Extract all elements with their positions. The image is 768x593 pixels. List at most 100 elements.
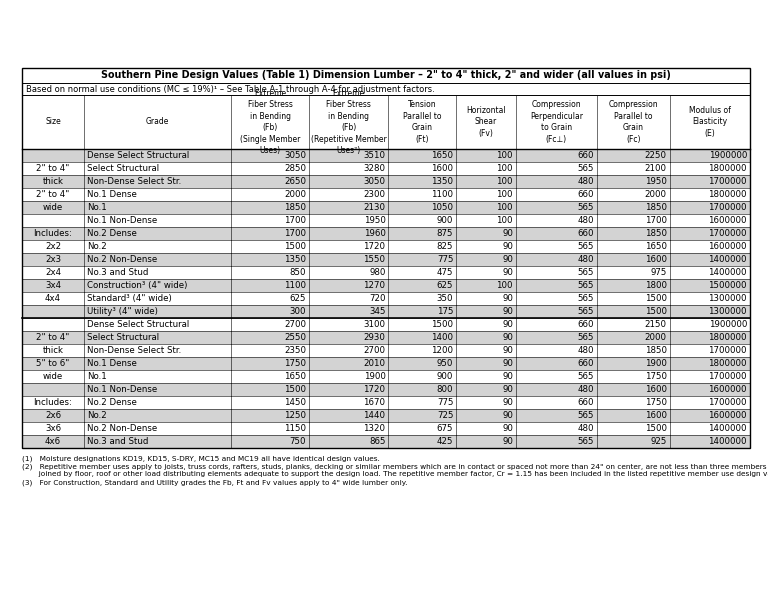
Bar — [22, 253, 750, 266]
Text: 1500: 1500 — [645, 307, 667, 316]
Bar — [22, 227, 750, 240]
Text: 2010: 2010 — [363, 359, 386, 368]
Text: 1300000: 1300000 — [709, 294, 747, 303]
Text: 2850: 2850 — [284, 164, 306, 173]
Text: 480: 480 — [578, 346, 594, 355]
Text: 1100: 1100 — [432, 190, 453, 199]
Text: 2x2: 2x2 — [45, 242, 61, 251]
Text: 480: 480 — [578, 255, 594, 264]
Text: 1600000: 1600000 — [709, 242, 747, 251]
Text: Non-Dense Select Str.: Non-Dense Select Str. — [87, 346, 181, 355]
Text: 4x6: 4x6 — [45, 437, 61, 446]
Text: 675: 675 — [437, 424, 453, 433]
Bar — [22, 292, 750, 305]
Text: 2930: 2930 — [363, 333, 386, 342]
Text: Includes:: Includes: — [34, 229, 72, 238]
Text: 1720: 1720 — [363, 242, 386, 251]
Text: 3050: 3050 — [284, 151, 306, 160]
Text: 3050: 3050 — [363, 177, 386, 186]
Text: 1800: 1800 — [645, 281, 667, 290]
Text: 2x6: 2x6 — [45, 411, 61, 420]
Text: 565: 565 — [578, 372, 594, 381]
Bar — [22, 266, 750, 279]
Text: 2650: 2650 — [284, 177, 306, 186]
Text: (1)   Moisture designations KD19, KD15, S-DRY, MC15 and MC19 all have identical : (1) Moisture designations KD19, KD15, S-… — [22, 455, 380, 461]
Text: 2" to 4": 2" to 4" — [36, 333, 70, 342]
Text: Based on normal use conditions (MC ≤ 19%)¹ – See Table A-1 through A-4 for adjus: Based on normal use conditions (MC ≤ 19%… — [26, 84, 435, 94]
Text: (3)   For Construction, Standard and Utility grades the Fb, Ft and Fv values app: (3) For Construction, Standard and Utili… — [22, 480, 408, 486]
Text: 3510: 3510 — [363, 151, 386, 160]
Text: 1600: 1600 — [645, 385, 667, 394]
Text: 1800000: 1800000 — [709, 333, 747, 342]
Text: wide: wide — [43, 372, 63, 381]
Text: 1650: 1650 — [645, 242, 667, 251]
Text: 300: 300 — [290, 307, 306, 316]
Text: 725: 725 — [437, 411, 453, 420]
Text: 1600: 1600 — [432, 164, 453, 173]
Text: 90: 90 — [502, 255, 513, 264]
Text: 1550: 1550 — [363, 255, 386, 264]
Text: 1750: 1750 — [645, 398, 667, 407]
Text: 90: 90 — [502, 359, 513, 368]
Text: 1600000: 1600000 — [709, 411, 747, 420]
Text: 775: 775 — [437, 255, 453, 264]
Text: No.1 Dense: No.1 Dense — [87, 190, 137, 199]
Text: 900: 900 — [437, 372, 453, 381]
Text: 1800000: 1800000 — [709, 359, 747, 368]
Text: wide: wide — [43, 203, 63, 212]
Text: 475: 475 — [437, 268, 453, 277]
Text: 5" to 6": 5" to 6" — [36, 359, 70, 368]
Text: 1150: 1150 — [284, 424, 306, 433]
Text: 1250: 1250 — [284, 411, 306, 420]
Bar — [22, 305, 750, 318]
Text: 625: 625 — [290, 294, 306, 303]
Text: 1450: 1450 — [284, 398, 306, 407]
Text: 2250: 2250 — [645, 151, 667, 160]
Text: 660: 660 — [578, 190, 594, 199]
Text: 350: 350 — [437, 294, 453, 303]
Text: 480: 480 — [578, 177, 594, 186]
Bar — [22, 68, 750, 83]
Text: 1900: 1900 — [645, 359, 667, 368]
Text: 1700: 1700 — [284, 216, 306, 225]
Text: 2150: 2150 — [645, 320, 667, 329]
Text: No.1: No.1 — [87, 372, 107, 381]
Text: 425: 425 — [437, 437, 453, 446]
Text: 1300000: 1300000 — [709, 307, 747, 316]
Bar — [22, 344, 750, 357]
Text: 90: 90 — [502, 424, 513, 433]
Bar — [22, 68, 750, 448]
Text: 1400000: 1400000 — [709, 255, 747, 264]
Text: No.1 Dense: No.1 Dense — [87, 359, 137, 368]
Bar — [22, 162, 750, 175]
Text: 1900: 1900 — [363, 372, 386, 381]
Text: 1050: 1050 — [432, 203, 453, 212]
Text: 1500: 1500 — [645, 424, 667, 433]
Text: 1600000: 1600000 — [709, 216, 747, 225]
Text: Grade: Grade — [146, 117, 170, 126]
Text: 565: 565 — [578, 242, 594, 251]
Text: 1500: 1500 — [284, 242, 306, 251]
Text: 1700000: 1700000 — [709, 372, 747, 381]
Text: 100: 100 — [496, 151, 513, 160]
Text: 480: 480 — [578, 385, 594, 394]
Text: 2550: 2550 — [284, 333, 306, 342]
Text: 2350: 2350 — [284, 346, 306, 355]
Text: 1500: 1500 — [284, 385, 306, 394]
Text: No.1 Non-Dense: No.1 Non-Dense — [87, 216, 157, 225]
Text: Horizontal
Shear
(Fv): Horizontal Shear (Fv) — [466, 106, 506, 138]
Text: 2000: 2000 — [645, 333, 667, 342]
Text: 90: 90 — [502, 268, 513, 277]
Text: 1700000: 1700000 — [709, 177, 747, 186]
Bar — [22, 201, 750, 214]
Text: thick: thick — [42, 177, 64, 186]
Text: 565: 565 — [578, 281, 594, 290]
Text: Non-Dense Select Str.: Non-Dense Select Str. — [87, 177, 181, 186]
Text: 565: 565 — [578, 203, 594, 212]
Text: 100: 100 — [496, 177, 513, 186]
Text: No.3 and Stud: No.3 and Stud — [87, 268, 148, 277]
Text: 1650: 1650 — [284, 372, 306, 381]
Text: 1400000: 1400000 — [709, 268, 747, 277]
Text: No.1 Non-Dense: No.1 Non-Dense — [87, 385, 157, 394]
Text: 90: 90 — [502, 229, 513, 238]
